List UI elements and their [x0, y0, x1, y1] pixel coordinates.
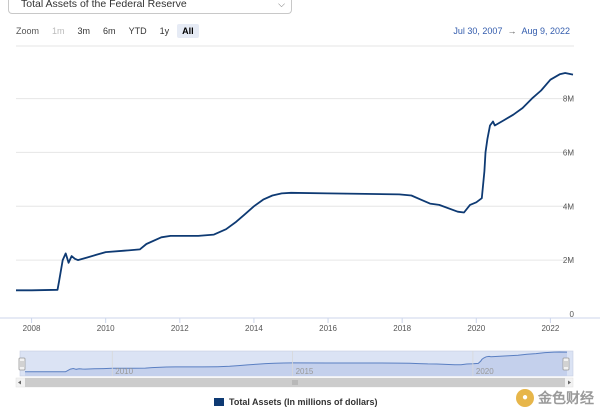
zoom-button-3m[interactable]: 3m	[77, 26, 91, 36]
navigator-tick-label: 2015	[296, 367, 314, 376]
zoom-button-1m[interactable]: 1m	[52, 26, 65, 36]
navigator-tick-label: 2010	[115, 367, 133, 376]
x-tick-label: 2014	[245, 324, 263, 333]
date-range: Jul 30, 2007 → Aug 9, 2022	[453, 26, 570, 36]
zoom-button-1y[interactable]: 1y	[159, 26, 170, 36]
navigator-series-area	[25, 352, 567, 376]
series-select[interactable]: Total Assets of the Federal Reserve ⌵	[8, 0, 292, 14]
scroll-right-arrow-icon[interactable]	[568, 380, 571, 385]
x-tick-label: 2008	[23, 324, 41, 333]
range-from[interactable]: Jul 30, 2007	[453, 26, 503, 36]
watermark-text: 金色财经	[538, 390, 594, 406]
x-tick-label: 2020	[467, 324, 485, 333]
range-to[interactable]: Aug 9, 2022	[521, 26, 570, 36]
navigator-handle-right[interactable]	[562, 357, 570, 371]
zoom-button-6m[interactable]: 6m	[103, 26, 116, 36]
legend-swatch	[214, 398, 224, 406]
series-line-total-assets[interactable]	[16, 72, 574, 292]
x-tick-label: 2022	[541, 324, 559, 333]
zoom-bar: Zoom 1m 3m 6m YTD 1y All	[16, 23, 202, 39]
y-tick-label: 6M	[563, 148, 574, 157]
navigator-series-line	[25, 351, 568, 373]
zoom-button-ytd[interactable]: YTD	[128, 26, 147, 36]
zoom-button-all[interactable]: All	[177, 24, 199, 38]
zoom-label: Zoom	[16, 26, 40, 36]
y-tick-label: 8M	[563, 95, 574, 104]
x-tick-label: 2012	[171, 324, 189, 333]
legend-label: Total Assets (In millions of dollars)	[229, 397, 378, 407]
x-tick-label: 2018	[393, 324, 411, 333]
navigator-handle-left[interactable]	[18, 357, 26, 371]
range-arrow-icon: →	[507, 26, 517, 36]
x-tick-label: 2010	[97, 324, 115, 333]
y-tick-label: 0	[570, 310, 575, 319]
legend-item[interactable]: Total Assets (In millions of dollars)	[214, 397, 378, 407]
coin-logo-icon: ●	[516, 389, 534, 407]
navigator-tick-label: 2020	[476, 367, 494, 376]
watermark: ● 金色财经	[516, 388, 594, 408]
x-tick-label: 2016	[319, 324, 337, 333]
y-tick-label: 2M	[563, 256, 574, 265]
y-tick-label: 4M	[563, 202, 574, 211]
chevron-down-icon: ⌵	[278, 0, 285, 9]
series-select-value: Total Assets of the Federal Reserve	[21, 0, 187, 10]
scroll-left-arrow-icon[interactable]	[18, 380, 21, 385]
